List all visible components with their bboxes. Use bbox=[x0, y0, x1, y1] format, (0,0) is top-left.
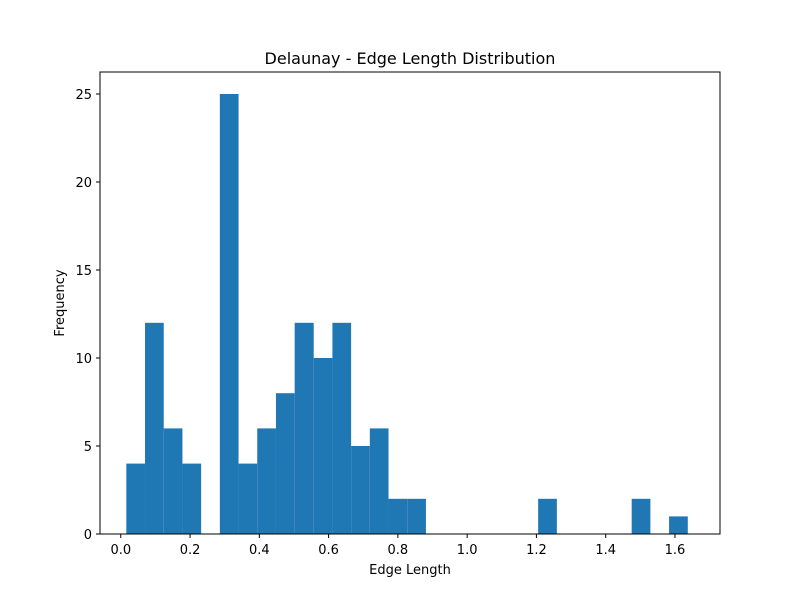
x-tick-label-1: 0.2 bbox=[180, 543, 201, 558]
x-tick-label-6: 1.2 bbox=[526, 543, 547, 558]
x-tick-label-0: 0.0 bbox=[110, 543, 131, 558]
x-axis-label: Edge Length bbox=[369, 563, 451, 578]
chart-title: Delaunay - Edge Length Distribution bbox=[265, 49, 556, 68]
x-tick-label-3: 0.6 bbox=[318, 543, 339, 558]
histogram-bar-6 bbox=[238, 463, 258, 534]
histogram-bar-13 bbox=[369, 428, 389, 534]
histogram-bar-5 bbox=[219, 94, 239, 534]
histogram-bar-15 bbox=[407, 498, 426, 534]
histogram-bar-10 bbox=[313, 358, 333, 534]
histogram-bar-27 bbox=[631, 498, 651, 534]
y-tick-label-5: 25 bbox=[75, 88, 92, 103]
histogram-bar-12 bbox=[351, 446, 370, 534]
histogram-bar-2 bbox=[163, 428, 183, 534]
histogram-bar-3 bbox=[182, 463, 202, 534]
y-tick-label-4: 20 bbox=[75, 176, 92, 191]
y-axis-ticks: 0 5 10 15 20 25 bbox=[75, 88, 100, 543]
x-tick-label-5: 1.0 bbox=[457, 543, 478, 558]
histogram-bar-14 bbox=[388, 498, 408, 534]
y-axis-label: Frequency bbox=[53, 269, 68, 336]
y-tick-label-2: 10 bbox=[75, 352, 92, 367]
plot-area-frame bbox=[99, 71, 721, 535]
y-tick-label-1: 5 bbox=[84, 440, 92, 455]
histogram-bar-29 bbox=[669, 516, 688, 534]
x-tick-label-8: 1.6 bbox=[665, 543, 686, 558]
histogram-bar-7 bbox=[257, 428, 276, 534]
x-tick-label-2: 0.4 bbox=[249, 543, 270, 558]
x-axis-ticks: 0.0 0.2 0.4 0.6 0.8 1.0 1.2 1.4 1.6 bbox=[110, 534, 685, 558]
x-tick-label-7: 1.4 bbox=[595, 543, 616, 558]
histogram-bar-8 bbox=[275, 393, 295, 534]
histogram-bar-9 bbox=[294, 322, 314, 534]
histogram-bar-0 bbox=[126, 463, 146, 534]
histogram-bar-22 bbox=[538, 498, 557, 534]
histogram-bar-1 bbox=[145, 322, 164, 534]
x-tick-label-4: 0.8 bbox=[388, 543, 409, 558]
bars-group bbox=[126, 94, 688, 534]
y-tick-label-0: 0 bbox=[84, 528, 92, 543]
y-tick-label-3: 15 bbox=[75, 264, 92, 279]
histogram-bar-11 bbox=[332, 322, 352, 534]
